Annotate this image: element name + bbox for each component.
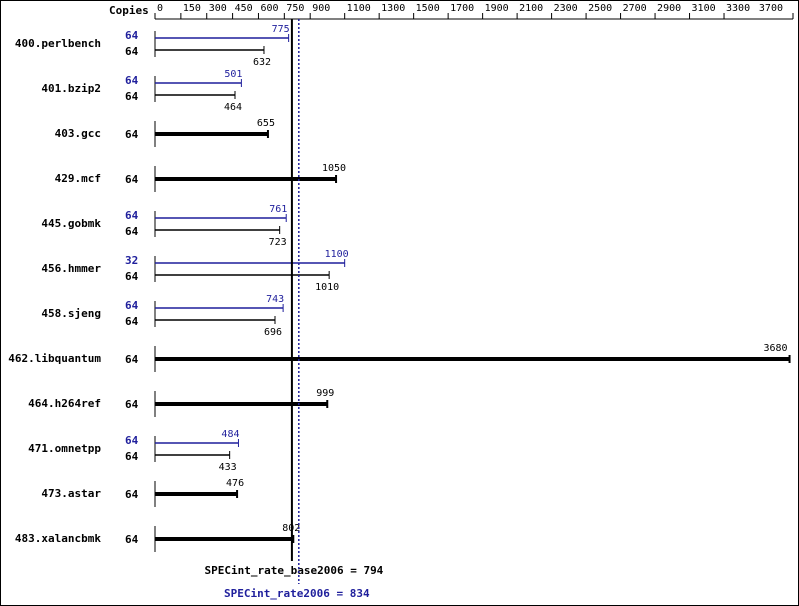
value-label: 723	[269, 237, 287, 248]
x-tick-label: 2700	[623, 3, 647, 14]
copies-label: 64	[125, 209, 139, 222]
copies-label: 64	[125, 29, 139, 42]
reference-label: SPECint_rate_base2006 = 794	[205, 564, 384, 577]
category-label: 483.xalancbmk	[15, 532, 101, 545]
x-tick-label: 150	[183, 3, 201, 14]
value-label: 655	[257, 118, 275, 129]
category-label: 471.omnetpp	[28, 442, 101, 455]
x-tick-label: 0	[157, 3, 163, 14]
x-tick-label: 1100	[347, 3, 371, 14]
category-label: 462.libquantum	[8, 352, 101, 365]
copies-label: 64	[125, 315, 139, 328]
x-tick-label: 2500	[588, 3, 612, 14]
value-label: 1050	[322, 163, 346, 174]
value-label: 501	[224, 69, 242, 80]
x-tick-label: 3100	[692, 3, 716, 14]
category-label: 403.gcc	[55, 127, 101, 140]
value-label: 484	[221, 429, 239, 440]
category-label: 401.bzip2	[41, 82, 101, 95]
copies-label: 64	[125, 173, 139, 186]
x-tick-label: 750	[286, 3, 304, 14]
copies-header: Copies	[109, 4, 149, 17]
x-tick-label: 2900	[657, 3, 681, 14]
value-label: 1010	[315, 282, 339, 293]
x-tick-label: 1500	[416, 3, 440, 14]
copies-label: 32	[125, 254, 138, 267]
copies-label: 64	[125, 270, 139, 283]
value-label: 632	[253, 57, 271, 68]
x-tick-label: 1300	[381, 3, 405, 14]
copies-label: 64	[125, 450, 139, 463]
x-tick-label: 450	[235, 3, 253, 14]
copies-label: 64	[125, 434, 139, 447]
reference-label: SPECint_rate2006 = 834	[224, 587, 370, 600]
copies-label: 64	[125, 90, 139, 103]
copies-label: 64	[125, 488, 139, 501]
x-tick-label: 2300	[554, 3, 578, 14]
copies-label: 64	[125, 225, 139, 238]
value-label: 761	[269, 204, 287, 215]
x-tick-label: 3700	[759, 3, 783, 14]
value-label: 476	[226, 478, 244, 489]
category-label: 473.astar	[41, 487, 101, 500]
copies-label: 64	[125, 398, 139, 411]
value-label: 696	[264, 327, 282, 338]
category-label: 456.hmmer	[41, 262, 101, 275]
value-label: 999	[316, 388, 334, 399]
category-label: 445.gobmk	[41, 217, 101, 230]
copies-label: 64	[125, 533, 139, 546]
value-label: 433	[219, 462, 237, 473]
copies-label: 64	[125, 353, 139, 366]
copies-label: 64	[125, 74, 139, 87]
x-tick-label: 300	[209, 3, 227, 14]
copies-label: 64	[125, 45, 139, 58]
category-label: 458.sjeng	[41, 307, 101, 320]
category-label: 400.perlbench	[15, 37, 101, 50]
copies-label: 64	[125, 128, 139, 141]
x-tick-label: 600	[260, 3, 278, 14]
value-label: 3680	[764, 343, 788, 354]
x-tick-label: 1700	[450, 3, 474, 14]
x-tick-label: 900	[312, 3, 330, 14]
x-tick-label: 3300	[726, 3, 750, 14]
x-tick-label: 1900	[485, 3, 509, 14]
x-tick-label: 2100	[519, 3, 543, 14]
value-label: 775	[272, 24, 290, 35]
value-label: 1100	[325, 249, 349, 260]
value-label: 743	[266, 294, 284, 305]
category-label: 429.mcf	[55, 172, 101, 185]
category-label: 464.h264ref	[28, 397, 101, 410]
copies-label: 64	[125, 299, 139, 312]
value-label: 464	[224, 102, 242, 113]
